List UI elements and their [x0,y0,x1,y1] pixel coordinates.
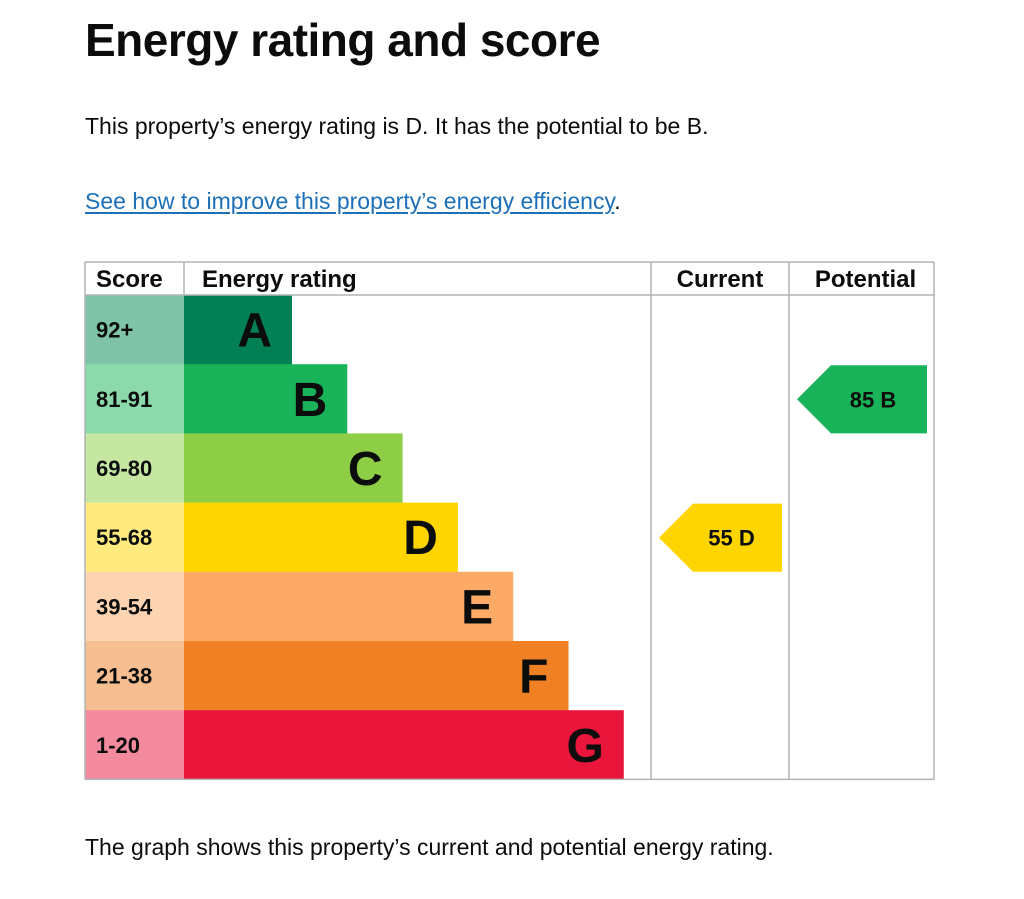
rating-letter-d: D [403,512,438,565]
improve-paragraph: See how to improve this property’s energ… [85,186,621,216]
current-rating-label: 55 D [708,526,754,551]
rating-bar-b [184,364,348,434]
rating-bar-g [184,710,624,780]
score-cell-e [85,571,184,642]
rating-letter-c: C [348,443,383,496]
score-cell-a [85,295,184,365]
score-cell-g [85,710,184,780]
potential-rating-arrow [797,365,927,434]
potential-rating-label: 85 B [850,387,896,412]
header-potential: Potential [815,266,916,293]
page-title: Energy rating and score [85,14,601,66]
score-cell-b [85,364,184,434]
score-cell-d [85,502,184,573]
rating-letter-f: F [519,651,548,704]
rating-bar-d [184,502,458,573]
header-current: Current [677,266,764,293]
score-cell-f [85,641,184,711]
header-energy-rating: Energy rating [202,266,357,293]
score-range-b: 81-91 [96,387,152,412]
rating-letter-b: B [293,374,328,427]
rating-bar-e [184,571,514,642]
chart-caption: The graph shows this property’s current … [85,834,774,860]
link-suffix: . [614,188,621,214]
score-cell-c [85,433,184,504]
rating-bar-c [184,433,403,504]
rating-bar-f [184,641,569,711]
rating-letter-e: E [461,581,493,634]
rating-summary: This property’s energy rating is D. It h… [85,113,709,139]
score-range-g: 1-20 [96,733,140,758]
score-range-f: 21-38 [96,664,152,689]
rating-letter-g: G [566,720,603,773]
current-rating-arrow [659,503,782,572]
score-range-e: 39-54 [96,594,153,619]
rating-letter-a: A [237,305,272,358]
score-range-d: 55-68 [96,525,152,550]
improve-efficiency-link[interactable]: See how to improve this property’s energ… [85,188,615,214]
score-range-c: 69-80 [96,456,152,481]
score-range-a: 92+ [96,318,133,343]
header-score: Score [96,266,163,293]
rating-bar-a [184,295,292,365]
